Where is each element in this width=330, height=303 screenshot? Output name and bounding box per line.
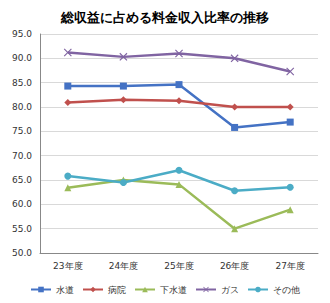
svg-text:26年度: 26年度	[220, 261, 249, 271]
svg-text:60.0: 60.0	[12, 199, 32, 209]
svg-text:病院: 病院	[108, 285, 126, 295]
svg-text:50.0: 50.0	[12, 248, 32, 258]
svg-text:85.0: 85.0	[12, 78, 32, 88]
svg-text:24年度: 24年度	[109, 261, 138, 271]
svg-text:95.0: 95.0	[12, 29, 32, 39]
svg-text:下水道: 下水道	[160, 285, 187, 295]
svg-text:65.0: 65.0	[12, 175, 32, 185]
svg-text:その他: その他	[273, 285, 300, 295]
svg-text:55.0: 55.0	[12, 224, 32, 234]
svg-text:27年度: 27年度	[275, 261, 304, 271]
svg-text:80.0: 80.0	[12, 102, 32, 112]
svg-text:23年度: 23年度	[53, 261, 82, 271]
svg-text:ガス: ガス	[221, 285, 239, 295]
svg-text:75.0: 75.0	[12, 126, 32, 136]
svg-text:70.0: 70.0	[12, 151, 32, 161]
svg-text:25年度: 25年度	[164, 261, 193, 271]
svg-text:水道: 水道	[56, 285, 74, 295]
svg-text:90.0: 90.0	[12, 53, 32, 63]
svg-text:総収益に占める料金収入比率の推移: 総収益に占める料金収入比率の推移	[60, 10, 269, 25]
